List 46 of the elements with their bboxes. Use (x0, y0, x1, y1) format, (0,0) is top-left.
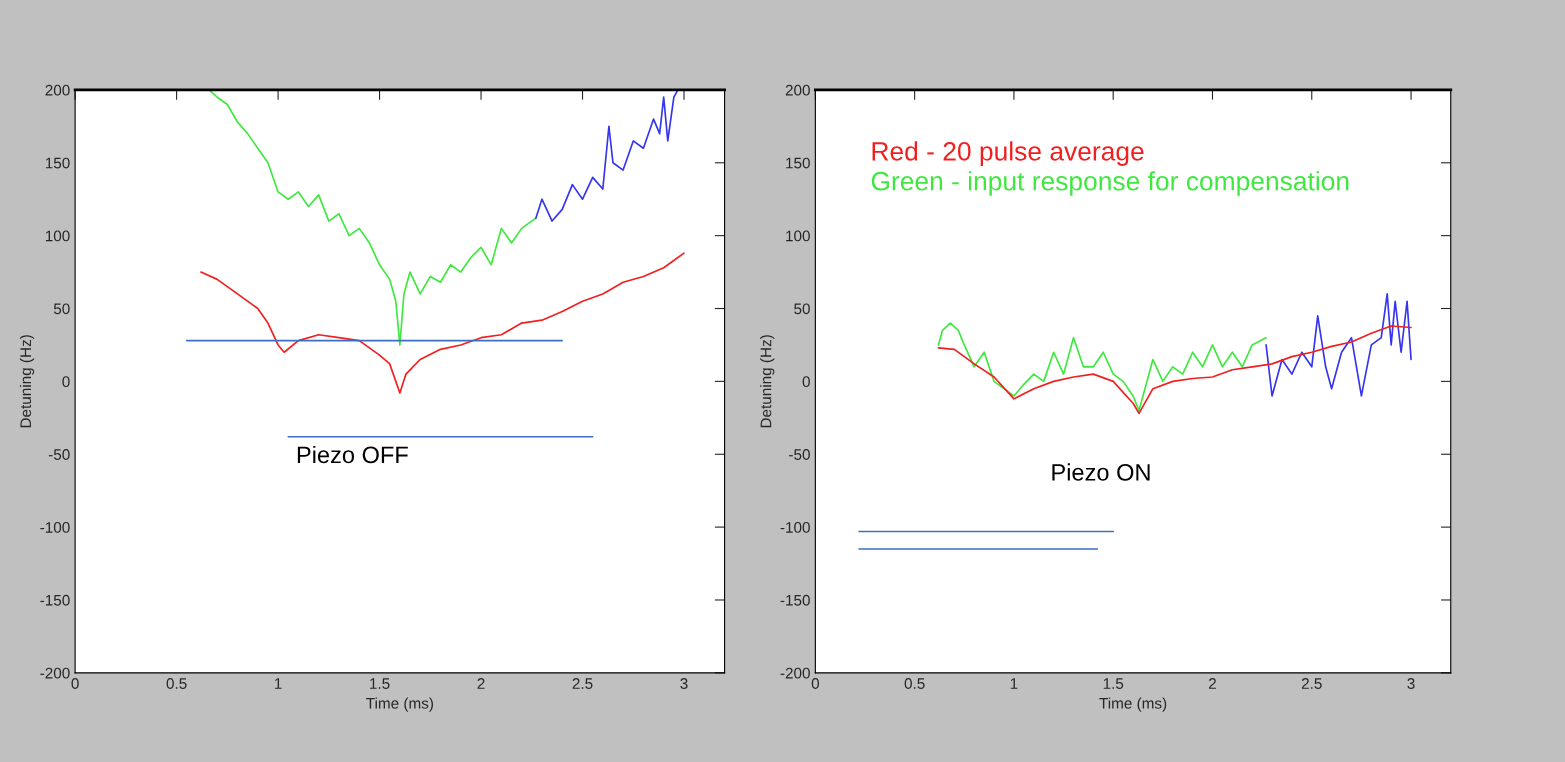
line-series (208, 89, 537, 346)
text: Red - 20 pulse average (872, 141, 1144, 166)
annotation: Piezo ON (1052, 463, 1150, 481)
y-tick-label: -100 (780, 521, 810, 533)
y-tick-label: 100 (45, 230, 70, 242)
text: Green - input response for compensation (871, 171, 1349, 196)
line-series (200, 252, 685, 394)
y-tick-label: 150 (45, 157, 70, 169)
y-tick-label: 50 (53, 303, 70, 315)
x-tick-label: 3 (680, 678, 688, 689)
x-tick-label: 1 (275, 678, 282, 689)
y-tick-label: -100 (40, 521, 70, 533)
x-tick-label: 2.5 (1301, 678, 1322, 689)
y-tick-label: -200 (40, 667, 70, 679)
y-tick-label: 0 (802, 376, 810, 388)
line-series (937, 325, 1412, 415)
annotation: Piezo OFF (297, 445, 408, 464)
x-tick-label: 3 (1407, 678, 1415, 689)
x-axis-title: Time (ms) (366, 697, 433, 712)
x-tick-label: 0 (811, 678, 820, 689)
x-tick-label: 0 (71, 678, 79, 689)
x-tick-label: 0.5 (904, 678, 925, 689)
y-tick-label: -200 (780, 667, 810, 679)
x-tick-label: 1.5 (370, 678, 390, 689)
y-tick-label: 150 (786, 157, 810, 169)
x-tick-label: 2 (1209, 678, 1216, 689)
line-series (535, 89, 679, 222)
y-tick-label: 100 (786, 230, 810, 242)
x-tick-label: 1 (1010, 678, 1018, 689)
x-tick-label: 0.5 (166, 678, 187, 689)
line-series (1265, 293, 1412, 397)
y-tick-label: 50 (794, 303, 810, 315)
y-tick-label: -50 (789, 449, 810, 460)
x-tick-label: 1.5 (1103, 678, 1124, 689)
x-tick-label: 2.5 (572, 678, 593, 689)
y-tick-label: 200 (785, 84, 810, 96)
y-tick-label: 200 (45, 84, 70, 96)
line-series (937, 322, 1267, 412)
y-axis-title: Detuning (Hz) (760, 335, 775, 428)
y-tick-label: -150 (40, 594, 70, 606)
y-tick-label: 0 (62, 376, 70, 388)
x-axis-title: Time (ms) (1099, 697, 1167, 712)
y-tick-label: -50 (48, 449, 70, 460)
y-tick-label: -150 (780, 594, 810, 606)
y-axis-title: Detuning (Hz) (19, 335, 35, 428)
x-tick-label: 2 (477, 678, 485, 689)
